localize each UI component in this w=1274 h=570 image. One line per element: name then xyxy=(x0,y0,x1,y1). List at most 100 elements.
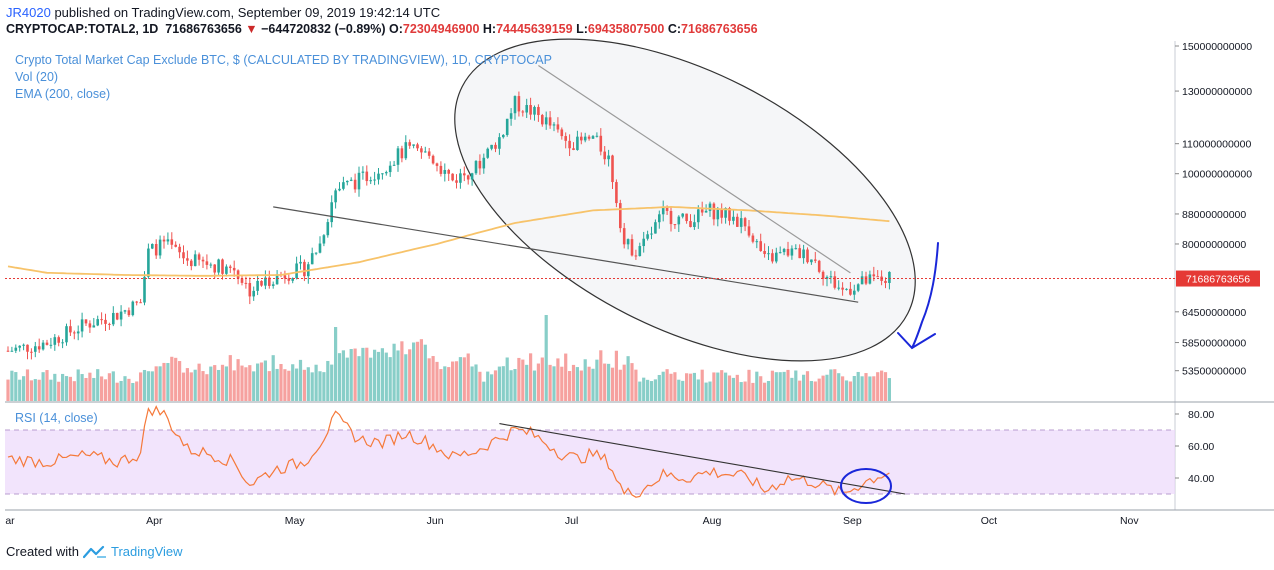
candle-body xyxy=(544,117,548,125)
volume-bar xyxy=(451,361,455,401)
author-link[interactable]: JR4020 xyxy=(6,5,51,20)
volume-legend[interactable]: Vol (20) xyxy=(15,70,59,84)
candle-body xyxy=(377,173,380,180)
volume-bar xyxy=(876,372,880,401)
candle-body xyxy=(174,244,177,247)
volume-bar xyxy=(751,382,755,401)
candle-body xyxy=(244,282,248,284)
lower-trendline[interactable] xyxy=(273,206,859,303)
volume-bar xyxy=(782,371,786,401)
candle-body xyxy=(61,342,64,344)
candle-body xyxy=(599,135,603,152)
volume-bar xyxy=(478,371,482,401)
volume-bar xyxy=(373,349,377,401)
main-series-legend[interactable]: Crypto Total Market Cap Exclude BTC, $ (… xyxy=(15,53,552,67)
ema-legend[interactable]: EMA (200, close) xyxy=(15,87,111,101)
rsi-axis[interactable]: 80.00 60.00 40.00 xyxy=(1175,409,1214,485)
tradingview-logo-icon xyxy=(82,545,106,558)
candle-body xyxy=(392,164,396,166)
volume-bar xyxy=(458,357,462,401)
candle-body xyxy=(587,136,591,139)
candle-body xyxy=(139,302,142,304)
candle-body xyxy=(747,226,751,236)
volume-bar xyxy=(427,358,431,401)
candle-body xyxy=(322,235,326,244)
candle-body xyxy=(817,260,821,272)
change-value: −644720832 (−0.89%) xyxy=(261,22,386,36)
volume-bar xyxy=(646,379,650,401)
volume-bar xyxy=(579,370,583,401)
volume-bar xyxy=(64,376,69,401)
volume-bar xyxy=(692,372,696,401)
tradingview-brand[interactable]: TradingView xyxy=(110,544,183,559)
volume-bar xyxy=(61,373,65,401)
volume-bar xyxy=(568,371,572,401)
volume-bar xyxy=(298,359,303,401)
candle-body xyxy=(14,347,18,351)
candle-body xyxy=(876,276,879,278)
price-tick-label: 58500000000 xyxy=(1182,338,1246,350)
volume-bar xyxy=(252,371,256,401)
candle-body xyxy=(119,311,123,320)
time-axis[interactable]: ar Apr May Jun Jul Aug Sep Oct Nov xyxy=(5,515,1139,527)
volume-bar xyxy=(837,373,841,401)
candle-body xyxy=(342,182,345,189)
wedge-ellipse[interactable] xyxy=(404,0,966,428)
volume-bar xyxy=(790,377,794,401)
volume-bar xyxy=(743,381,747,401)
candle-body xyxy=(845,288,848,290)
candle-body xyxy=(349,179,353,181)
price-pane[interactable] xyxy=(5,41,1175,401)
volume-bar xyxy=(844,380,849,401)
candle-body xyxy=(459,173,462,183)
volume-bar xyxy=(708,381,712,401)
volume-bar xyxy=(92,377,96,401)
volume-bar xyxy=(552,366,556,401)
candle-body xyxy=(751,235,755,242)
price-axis[interactable]: 150000000000 130000000000 110000000000 1000… xyxy=(1175,41,1252,378)
high-label: H: xyxy=(482,22,497,36)
volume-bar xyxy=(392,343,396,401)
candle-body xyxy=(837,287,840,289)
volume-bar xyxy=(72,381,76,401)
candle-body xyxy=(147,248,150,277)
candle-body xyxy=(763,250,766,254)
volume-bar xyxy=(517,357,521,401)
candle-body xyxy=(373,179,376,181)
candle-body xyxy=(681,213,684,217)
volume-bar xyxy=(587,366,591,401)
rsi-legend[interactable]: RSI (14, close) xyxy=(15,411,98,425)
volume-bar xyxy=(170,356,174,401)
candle-body xyxy=(127,310,131,316)
volume-bar xyxy=(302,369,306,401)
volume-bar xyxy=(330,364,334,401)
volume-bar xyxy=(696,379,700,401)
volume-bar xyxy=(415,341,420,401)
candle-body xyxy=(22,344,25,346)
volume-bar xyxy=(848,381,852,401)
candle-body xyxy=(856,284,860,291)
volume-bar xyxy=(665,369,669,401)
candle-body xyxy=(689,221,692,228)
symbol-ohlc-line: CRYPTOCAP:TOTAL2, 1D 71686763656 ▼ −6447… xyxy=(6,22,758,36)
volume-bar xyxy=(158,366,162,401)
volume-bar xyxy=(470,366,474,401)
candle-body xyxy=(37,346,41,350)
month-label: Sep xyxy=(843,515,862,527)
volume-bar xyxy=(240,365,244,401)
close-value: 71686763656 xyxy=(681,22,758,36)
volume-bar xyxy=(306,367,310,401)
volume-bar xyxy=(513,369,517,401)
candle-body xyxy=(318,243,322,253)
hand-drawn-arrow[interactable] xyxy=(897,242,939,350)
volume-bar xyxy=(482,381,486,401)
upper-trendline[interactable] xyxy=(538,64,851,274)
volume-bar xyxy=(622,364,626,401)
candle-body xyxy=(108,323,111,325)
volume-bar xyxy=(361,347,365,401)
rsi-trendline[interactable] xyxy=(499,423,906,495)
rsi-circle-annotation[interactable] xyxy=(840,468,892,504)
volume-bar xyxy=(217,369,221,401)
volume-bar xyxy=(174,357,178,401)
